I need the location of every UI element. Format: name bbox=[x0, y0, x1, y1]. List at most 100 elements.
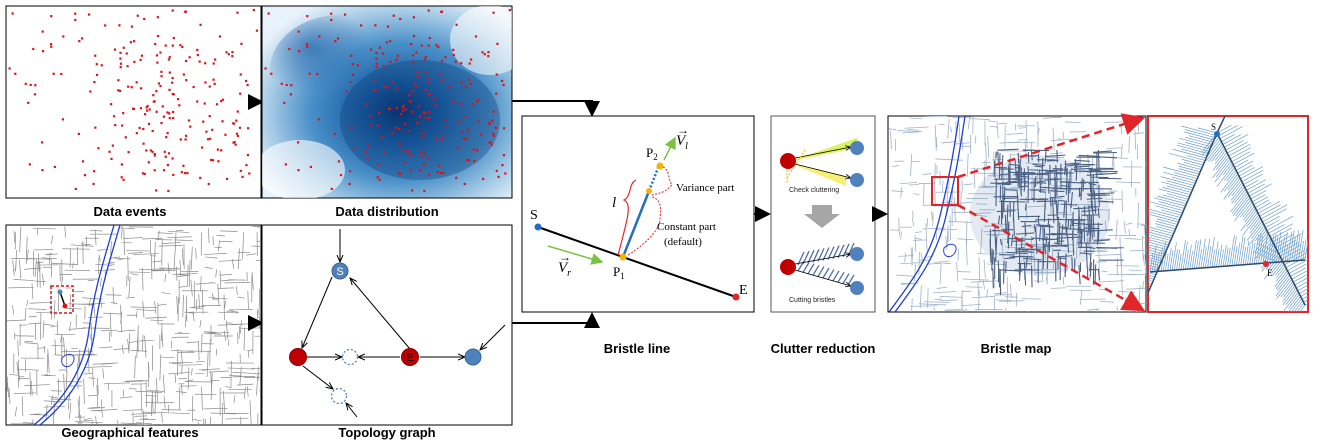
event-point bbox=[483, 53, 486, 56]
event-points bbox=[8, 8, 259, 193]
event-point bbox=[386, 86, 389, 89]
event-point bbox=[306, 15, 309, 18]
event-point bbox=[351, 63, 354, 66]
event-point bbox=[480, 133, 483, 136]
check-fan-bottom bbox=[787, 162, 846, 186]
event-point bbox=[436, 171, 439, 174]
event-point bbox=[216, 148, 220, 151]
event-point bbox=[117, 79, 120, 82]
event-point bbox=[34, 84, 37, 87]
event-point bbox=[416, 75, 419, 78]
event-point bbox=[118, 24, 121, 27]
event-point bbox=[138, 126, 141, 130]
event-point bbox=[176, 98, 180, 101]
process-down-arrow bbox=[804, 205, 840, 228]
event-point bbox=[171, 157, 174, 160]
event-point bbox=[168, 88, 171, 91]
event-point bbox=[427, 76, 430, 80]
event-point bbox=[345, 90, 348, 93]
event-point bbox=[41, 169, 44, 172]
event-point bbox=[119, 66, 122, 69]
event-point bbox=[210, 158, 213, 161]
event-point bbox=[343, 13, 347, 16]
event-point bbox=[389, 60, 392, 63]
event-point bbox=[133, 40, 136, 43]
event-point bbox=[409, 152, 412, 156]
event-point bbox=[165, 136, 168, 139]
constant-part-label: Constant part bbox=[657, 221, 716, 233]
event-point bbox=[204, 81, 207, 84]
event-point bbox=[196, 53, 199, 57]
event-point bbox=[382, 65, 385, 68]
event-point bbox=[441, 79, 444, 82]
event-point bbox=[244, 79, 248, 83]
event-point bbox=[112, 115, 116, 118]
event-point bbox=[467, 128, 470, 131]
segment-start-point bbox=[534, 223, 542, 231]
event-point bbox=[142, 127, 145, 131]
event-point bbox=[427, 44, 430, 47]
event-point bbox=[373, 79, 376, 82]
event-point bbox=[504, 172, 507, 175]
event-point bbox=[459, 102, 462, 105]
event-point bbox=[401, 109, 405, 112]
event-point bbox=[168, 71, 171, 74]
event-point bbox=[408, 94, 411, 97]
event-point bbox=[94, 54, 97, 57]
event-point bbox=[366, 103, 369, 106]
event-point bbox=[464, 137, 468, 140]
event-point bbox=[427, 157, 430, 160]
event-point bbox=[199, 176, 202, 179]
event-point bbox=[442, 171, 445, 175]
event-point bbox=[423, 152, 427, 155]
event-point bbox=[156, 61, 159, 64]
event-point bbox=[239, 92, 242, 95]
clutter-blue-node-a bbox=[850, 141, 864, 155]
event-point bbox=[246, 83, 249, 87]
event-point bbox=[168, 112, 171, 115]
event-point bbox=[473, 160, 476, 163]
zoom-region-box bbox=[931, 176, 959, 206]
event-point bbox=[375, 62, 379, 65]
event-point bbox=[339, 173, 343, 177]
event-point bbox=[111, 144, 114, 147]
event-point bbox=[162, 169, 166, 172]
event-point bbox=[477, 98, 480, 101]
event-point bbox=[491, 132, 495, 135]
event-point bbox=[248, 172, 251, 175]
event-point bbox=[369, 48, 373, 51]
event-point bbox=[428, 36, 431, 40]
event-point bbox=[148, 108, 151, 111]
event-point bbox=[508, 8, 511, 12]
event-point bbox=[164, 44, 167, 47]
event-point bbox=[33, 93, 37, 96]
event-point bbox=[427, 92, 430, 96]
event-point bbox=[171, 9, 174, 12]
zoom-start-point bbox=[1214, 131, 1220, 137]
event-point bbox=[418, 169, 422, 172]
event-point bbox=[120, 124, 124, 127]
event-point bbox=[155, 110, 158, 113]
event-point bbox=[151, 150, 154, 153]
event-point bbox=[417, 105, 420, 108]
event-point bbox=[246, 154, 250, 157]
event-point bbox=[212, 62, 215, 65]
event-point bbox=[155, 189, 158, 192]
dashed-node-center bbox=[341, 348, 359, 366]
event-point bbox=[424, 56, 427, 59]
event-point bbox=[208, 85, 211, 88]
event-point bbox=[224, 133, 227, 136]
event-point bbox=[208, 137, 212, 140]
event-point bbox=[463, 182, 466, 186]
event-point bbox=[348, 182, 351, 186]
vector-vr-arrow bbox=[547, 245, 604, 265]
event-point bbox=[416, 70, 419, 73]
event-point bbox=[236, 134, 240, 138]
event-point bbox=[239, 169, 242, 172]
event-point bbox=[409, 154, 412, 157]
event-point bbox=[283, 101, 286, 104]
event-point bbox=[264, 67, 267, 70]
event-point bbox=[419, 150, 422, 153]
dashed-node-bottom bbox=[330, 387, 348, 405]
event-point bbox=[118, 89, 122, 92]
